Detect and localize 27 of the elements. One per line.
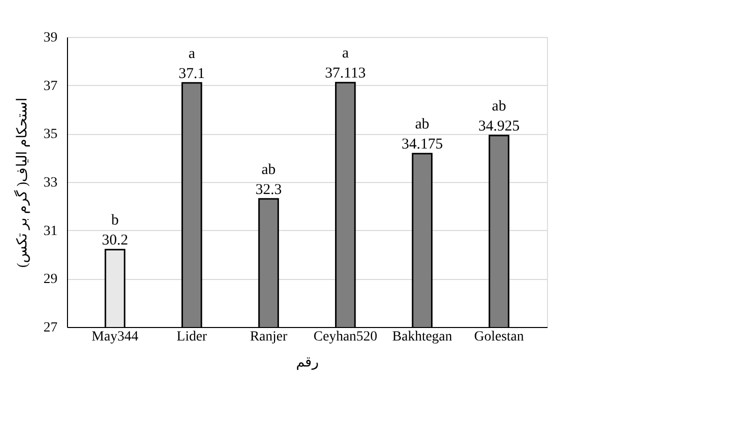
y-tick-label: 39 — [44, 30, 58, 46]
x-tick-label: Bakhtegan — [392, 330, 452, 344]
y-tick-label: 29 — [44, 272, 58, 288]
annotation: a — [342, 46, 350, 62]
annotation: b — [111, 212, 119, 229]
annotation: ab — [415, 116, 430, 133]
y-tick-label: 33 — [44, 176, 58, 190]
x-tick-label: May344 — [92, 330, 138, 344]
y-tick-label: 37 — [44, 78, 58, 94]
annotation: ab — [262, 162, 276, 178]
data-label: 34.925 — [478, 118, 520, 134]
x-tick-label: Lider — [176, 330, 208, 344]
data-label: 32.3 — [255, 182, 282, 198]
x-tick-label: Ranjer — [250, 330, 288, 344]
y-tick-label: 31 — [44, 224, 58, 239]
data-label: 37.1 — [178, 66, 205, 82]
annotation: ab — [492, 98, 506, 114]
y-tick-label: 27 — [44, 320, 58, 336]
x-tick-label: Golestan — [474, 330, 524, 344]
x-tick-label: Ceyhan520 — [314, 330, 378, 344]
x-axis-title: رقم — [296, 356, 319, 370]
data-label: 30.2 — [102, 232, 128, 249]
y-axis-title: استحکام الیاف( گرم بر تکس) — [14, 97, 30, 268]
y-tick-label: 35 — [44, 127, 58, 142]
data-label: 34.175 — [402, 136, 443, 153]
data-label: 37.113 — [325, 66, 366, 82]
annotation: a — [188, 46, 196, 62]
